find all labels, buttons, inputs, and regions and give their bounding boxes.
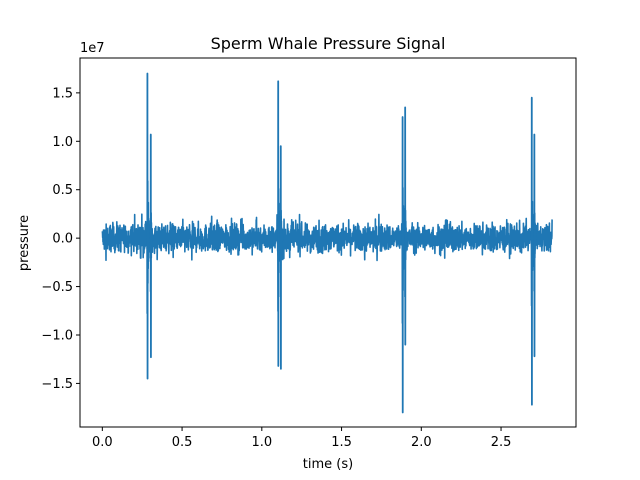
- y-tick-label: −1.0: [41, 328, 73, 343]
- click-echo: [404, 106, 408, 346]
- y-offset-text: 1e7: [80, 41, 105, 56]
- click-echo: [533, 133, 537, 358]
- x-axis: 0.0 0.5 1.0 1.5 2.0 2.5: [92, 427, 511, 450]
- y-tick-label: −0.5: [41, 280, 73, 295]
- x-tick-label: 2.5: [491, 435, 512, 450]
- y-axis-label: pressure: [17, 215, 32, 271]
- x-tick-label: 1.5: [331, 435, 352, 450]
- click-echo: [149, 133, 154, 359]
- y-tick-label: 1.5: [52, 86, 73, 101]
- plot-frame: [79, 57, 577, 428]
- x-axis-label: time (s): [303, 457, 353, 472]
- y-tick-label: −1.5: [41, 377, 73, 392]
- click-echo: [279, 145, 284, 370]
- pressure-series-line: [101, 213, 553, 262]
- x-tick-label: 0.5: [172, 435, 193, 450]
- x-tick-label: 2.0: [411, 435, 432, 450]
- y-tick-label: 0.0: [52, 232, 73, 247]
- y-tick-label: 0.5: [52, 183, 73, 198]
- series-layer: [101, 72, 553, 414]
- plot-area: [79, 57, 577, 428]
- y-tick-label: 1.0: [52, 135, 73, 150]
- x-tick-label: 0.0: [92, 435, 113, 450]
- y-axis: −1.5 −1.0 −0.5 0.0 0.5 1.0 1.5: [41, 86, 80, 392]
- x-tick-label: 1.0: [251, 435, 272, 450]
- chart-title: Sperm Whale Pressure Signal: [211, 34, 446, 53]
